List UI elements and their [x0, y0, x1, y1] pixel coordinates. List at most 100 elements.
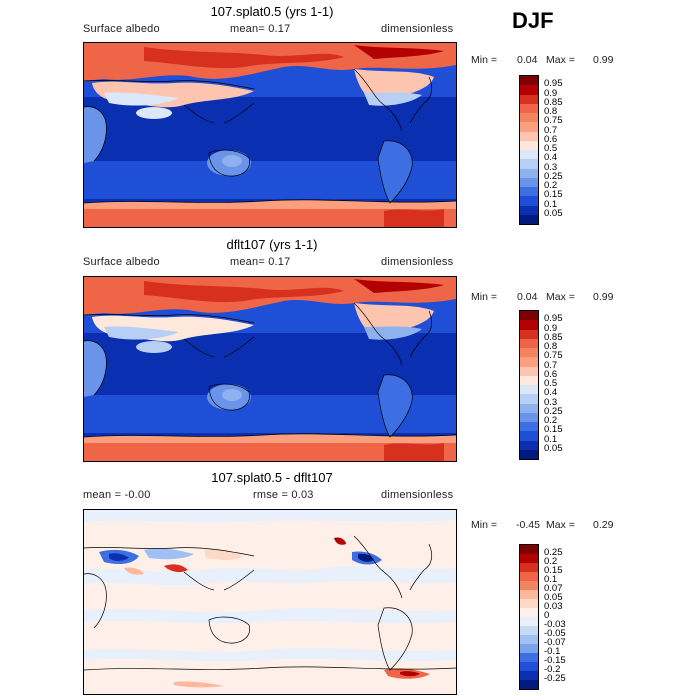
colorbar-tick-label: 0.75 [544, 115, 563, 127]
colorbar-tick-label: 0.1 [544, 574, 558, 585]
mean-label: mean= 0.17 [230, 256, 291, 268]
panel-title: 107.splat0.5 (yrs 1-1) [210, 4, 334, 19]
colorbar-segment [520, 338, 538, 348]
max-label: Max = [546, 291, 575, 303]
colorbar-segment [520, 348, 538, 358]
colorbar-tick-label: 0.5 [544, 143, 558, 154]
colorbar-segment [520, 85, 538, 95]
colorbar-tick-label: 0 [544, 610, 550, 621]
colorbar-tick-label: 0.25 [544, 170, 563, 182]
units-label: dimensionless [381, 23, 454, 35]
colorbar-segment [520, 671, 538, 680]
min-value: -0.45 [516, 519, 540, 531]
colorbar-segment [520, 572, 538, 581]
colorbar-tick-label: 0.3 [544, 396, 558, 408]
colorbar-segment [520, 653, 538, 662]
colorbar-tick-label: 0.4 [544, 152, 558, 164]
colorbar-tick-label: 0.15 [544, 189, 563, 201]
colorbar-segment [520, 122, 538, 132]
colorbar-segment [520, 440, 538, 450]
colorbar-tick-label: -0.15 [544, 655, 566, 666]
colorbar-tick-label: 0.1 [544, 433, 558, 445]
min-label: Min = [471, 54, 497, 66]
colorbar-tick-label: 0.5 [544, 378, 558, 389]
difference-map [83, 509, 457, 695]
colorbar-segment [520, 187, 538, 197]
mean-label: mean = -0.00 [83, 489, 151, 501]
colorbar [519, 544, 539, 690]
max-value: 0.99 [593, 291, 614, 303]
colorbar-segment [520, 177, 538, 187]
min-label: Min = [471, 519, 497, 531]
colorbar-segment [520, 329, 538, 339]
colorbar-segment [520, 205, 538, 215]
colorbar-tick-label: -0.2 [544, 664, 561, 675]
colorbar-segment [520, 581, 538, 590]
colorbar-segment [520, 635, 538, 644]
colorbar-tick-label: 0.07 [544, 583, 563, 594]
colorbar-tick-label: 0.05 [544, 207, 563, 219]
units-label: dimensionless [381, 256, 454, 268]
min-value: 0.04 [517, 54, 538, 66]
season-label: DJF [512, 8, 554, 33]
colorbar-segment [520, 626, 538, 635]
colorbar-segment [520, 449, 538, 459]
colorbar-tick-label: 0.25 [544, 547, 563, 558]
max-value: 0.99 [593, 54, 614, 66]
colorbar-segment [520, 590, 538, 599]
colorbar-segment [520, 357, 538, 367]
colorbar-segment [520, 159, 538, 169]
panel-title: 107.splat0.5 - dflt107 [211, 470, 333, 485]
colorbar-segment [520, 617, 538, 626]
max-label: Max = [546, 519, 575, 531]
panel-title: dflt107 (yrs 1-1) [226, 237, 318, 252]
colorbar-segment [520, 76, 538, 86]
colorbar-tick-label: -0.05 [544, 628, 566, 639]
colorbar-tick-label: 0.95 [544, 78, 563, 90]
colorbar-segment [520, 422, 538, 432]
colorbar-tick-label: 0.8 [544, 341, 558, 352]
colorbar-segment [520, 103, 538, 113]
colorbar-tick-label: -0.25 [544, 673, 566, 684]
colorbar-tick-label: -0.07 [544, 637, 566, 648]
colorbar-tick-label: 0.05 [544, 592, 563, 603]
colorbar-segment [520, 545, 538, 554]
colorbar-segment [520, 366, 538, 376]
colorbar-tick-label: 0.9 [544, 87, 558, 99]
colorbar-segment [520, 375, 538, 385]
mean-label: mean= 0.17 [230, 23, 291, 35]
colorbar-tick-label: 0.95 [544, 313, 563, 325]
colorbar-segment [520, 662, 538, 671]
colorbar-tick-label: 0.1 [544, 198, 558, 210]
colorbar-segment [520, 311, 538, 321]
albedo-map [83, 42, 457, 228]
colorbar-segment [520, 394, 538, 404]
colorbar-segment [520, 554, 538, 563]
colorbar-segment [520, 150, 538, 160]
colorbar [519, 310, 539, 460]
colorbar-tick-label: 0.15 [544, 424, 563, 436]
colorbar-tick-label: -0.1 [544, 646, 561, 657]
rmse-label: rmse = 0.03 [253, 489, 314, 501]
min-value: 0.04 [517, 291, 538, 303]
colorbar-tick-label: 0.2 [544, 180, 558, 191]
colorbar-segment [520, 94, 538, 104]
colorbar-tick-label: -0.03 [544, 619, 566, 630]
min-label: Min = [471, 291, 497, 303]
colorbar-segment [520, 214, 538, 224]
colorbar-segment [520, 403, 538, 413]
colorbar-segment [520, 320, 538, 330]
colorbar-tick-label: 0.9 [544, 322, 558, 334]
colorbar [519, 75, 539, 225]
colorbar-tick-label: 0.25 [544, 405, 563, 417]
colorbar-segment [520, 196, 538, 206]
colorbar-segment [520, 168, 538, 178]
colorbar-tick-label: 0.7 [544, 124, 558, 136]
colorbar-segment [520, 608, 538, 617]
colorbar-tick-label: 0.8 [544, 106, 558, 117]
colorbar-segment [520, 131, 538, 141]
max-label: Max = [546, 54, 575, 66]
colorbar-tick-label: 0.6 [544, 368, 558, 380]
albedo-map [83, 276, 457, 462]
